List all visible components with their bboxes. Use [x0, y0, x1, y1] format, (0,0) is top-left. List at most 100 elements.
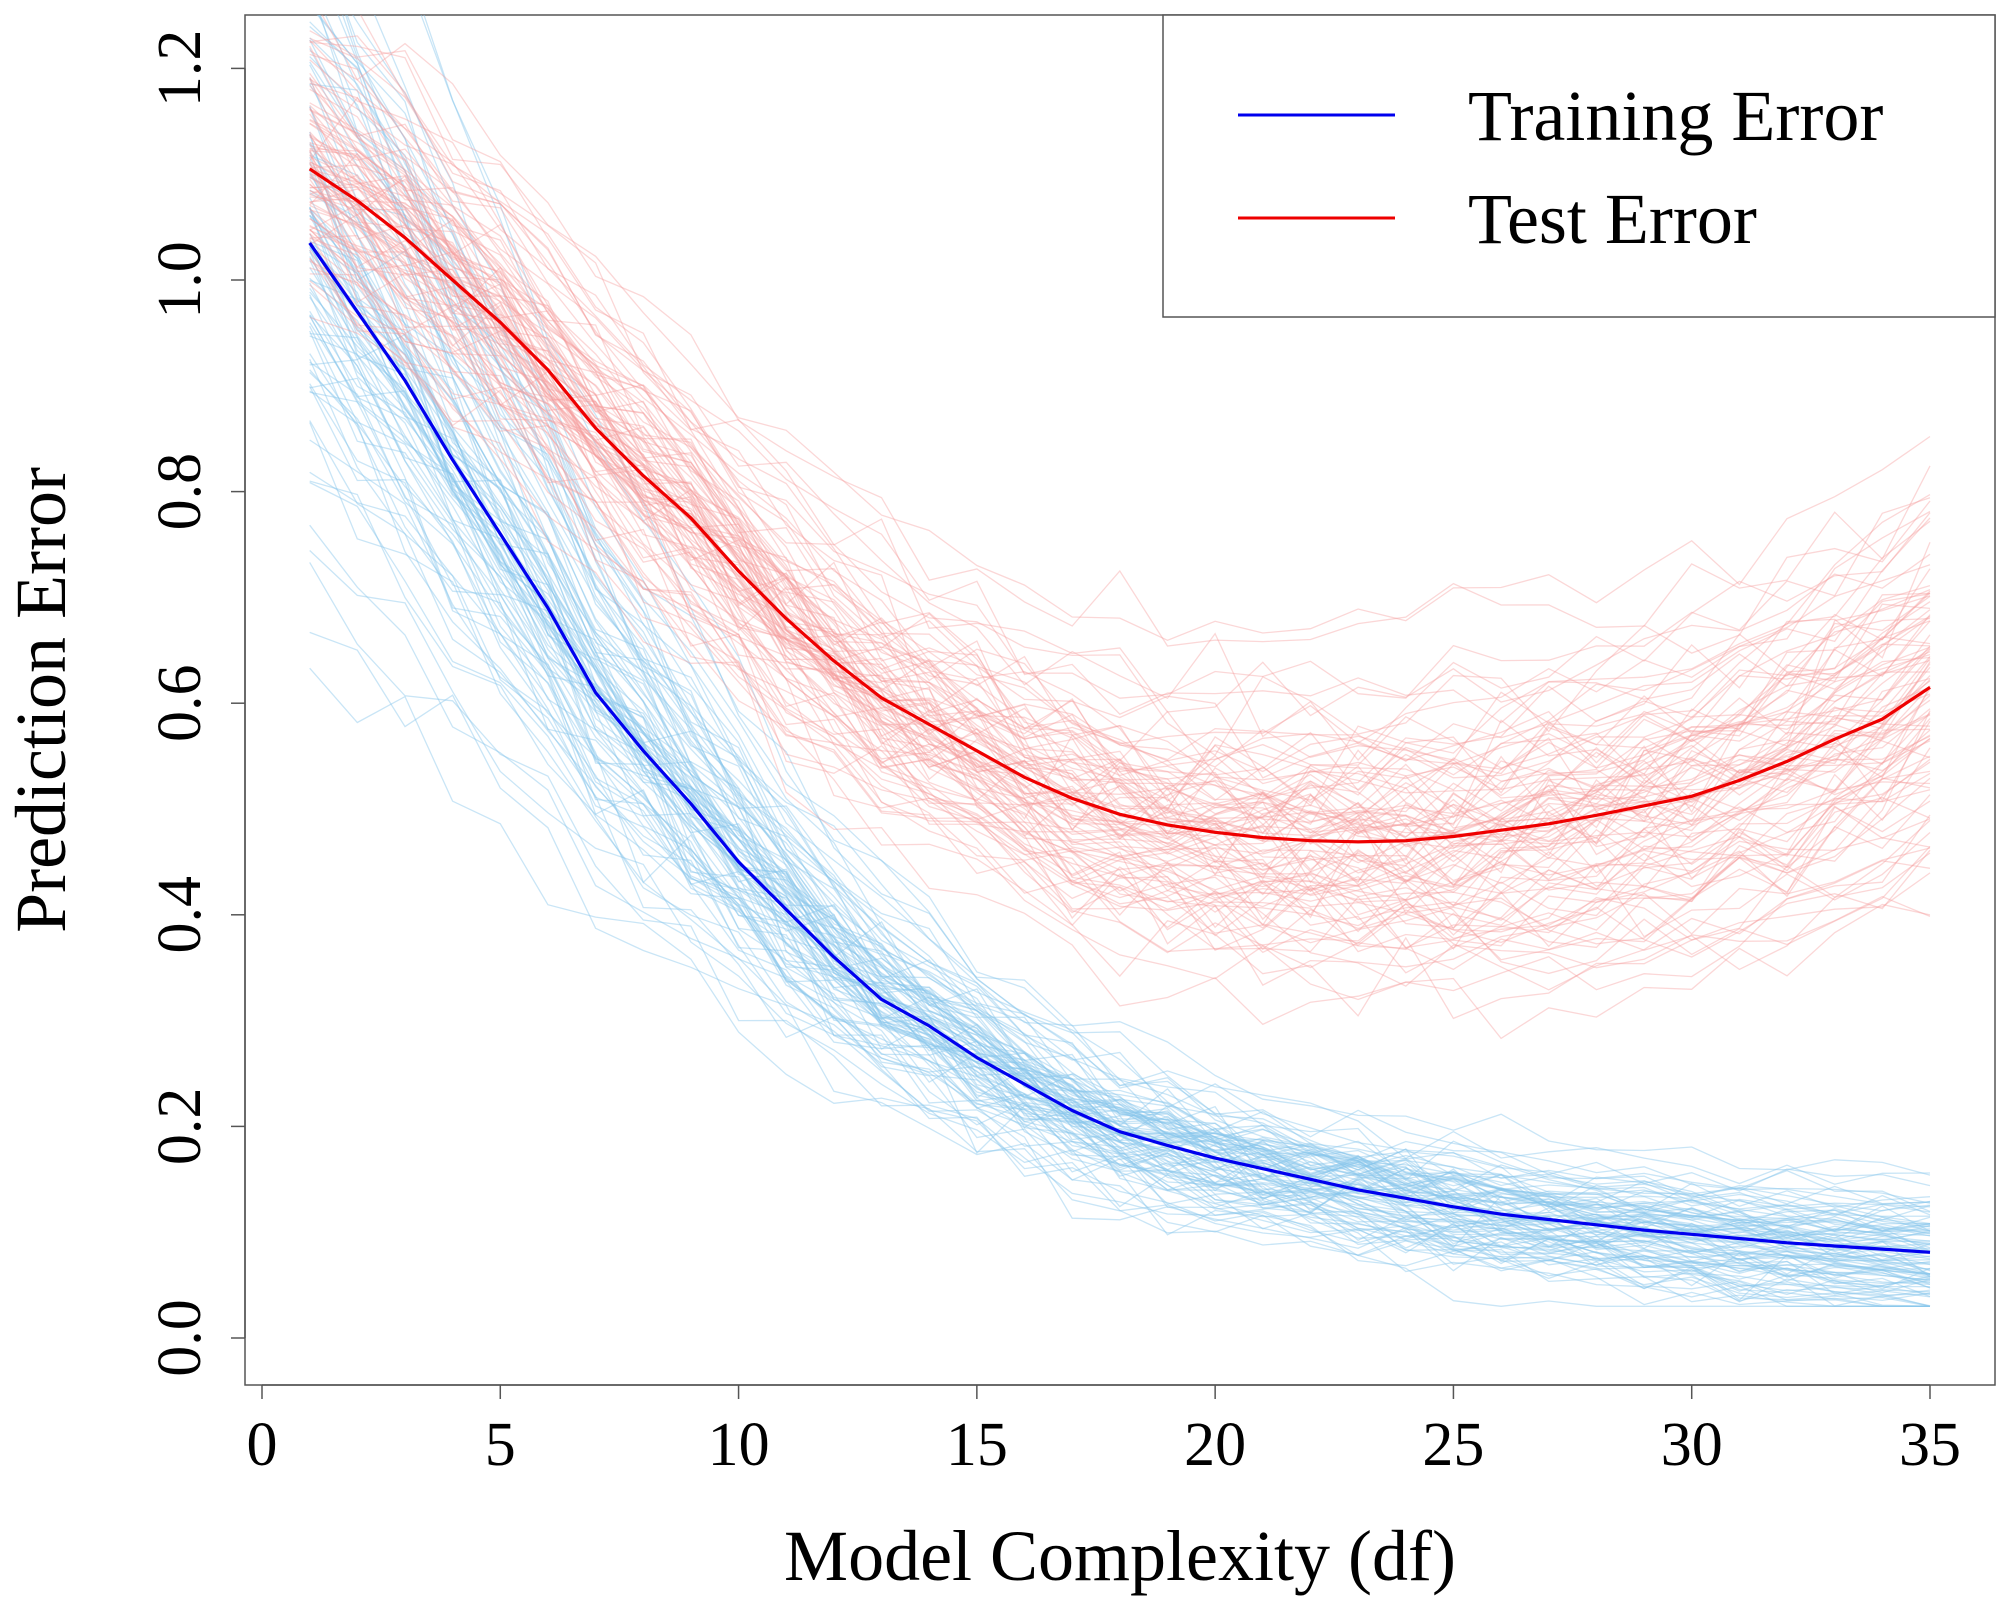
test-sample-curve [309, 133, 1931, 835]
test-sample-curve [309, 41, 1931, 642]
legend-label-training: Training Error [1468, 76, 1883, 156]
x-tick-label: 20 [1184, 1411, 1246, 1479]
training-sample-curve [309, 192, 1931, 1246]
test-sample-curve [309, 53, 1931, 799]
test-sample-curve [309, 249, 1931, 953]
test-sample-curve [309, 239, 1931, 927]
test-sample-curve [309, 141, 1931, 801]
training-sample-curve [309, 207, 1931, 1215]
training-sample-curve [309, 322, 1931, 1302]
y-tick-label: 0.0 [146, 1299, 214, 1377]
test-sample-curve [309, 102, 1931, 975]
test-sample-curve [309, 143, 1931, 936]
test-sample-curve [309, 189, 1931, 845]
training-sample-curve [309, 481, 1930, 1307]
test-sample-curve [309, 135, 1931, 790]
test-sample-curve [309, 35, 1931, 856]
training-sample-curve [309, 353, 1931, 1266]
test-sample-curve [309, 45, 1931, 699]
test-sample-curve [309, 209, 1931, 868]
training-sample-curve [309, 294, 1931, 1217]
training-sample-curve [309, 315, 1931, 1276]
test-sample-curve [309, 59, 1931, 935]
training-sample-curve [309, 21, 1931, 1260]
legend-label-test: Test Error [1468, 179, 1757, 259]
training-sample-curve [309, 383, 1931, 1302]
y-axis-title: Prediction Error [1, 467, 81, 933]
training-sample-curve [324, 15, 1931, 1185]
test-sample-curve [309, 210, 1931, 888]
training-sample-curve [309, 162, 1931, 1281]
test-sample-curve [309, 30, 1931, 717]
training-sample-curve [309, 64, 1931, 1298]
training-sample-curve [309, 550, 1931, 1307]
y-axis: 0.0 0.2 0.4 0.6 0.8 1.0 1.2 [146, 30, 246, 1377]
training-sample-curve [309, 206, 1931, 1237]
test-sample-curve [309, 148, 1931, 845]
training-sample-curve [309, 211, 1931, 1275]
training-sample-curve [309, 291, 1931, 1235]
test-sample-curve [309, 113, 1931, 779]
test-sample-curve [309, 218, 1931, 846]
training-sample-curve [309, 249, 1931, 1287]
x-tick-label: 10 [708, 1411, 770, 1479]
x-tick-label: 0 [247, 1411, 278, 1479]
training-sample-curve [309, 361, 1931, 1229]
training-sample-curve [346, 15, 1931, 1279]
test-sample-curve [309, 152, 1931, 850]
test-sample-curve [309, 164, 1931, 902]
training-sample-curve [309, 335, 1931, 1213]
test-sample-curve [309, 136, 1931, 757]
test-sample-curve [309, 229, 1931, 825]
test-sample-curve [309, 244, 1931, 954]
y-tick-label: 1.2 [146, 30, 214, 108]
test-sample-curve [309, 196, 1931, 880]
test-sample-curve [309, 188, 1931, 888]
training-sample-curve [309, 26, 1931, 1213]
test-sample-curve [309, 257, 1931, 931]
training-sample-curve [309, 359, 1931, 1298]
test-sample-curve [309, 161, 1931, 842]
training-sample-curve [309, 631, 1930, 1288]
training-sample-curve [309, 61, 1931, 1275]
test-sample-curve [309, 108, 1931, 915]
x-tick-label: 15 [946, 1411, 1008, 1479]
training-sample-curve [309, 282, 1931, 1253]
training-sample-curve [309, 214, 1931, 1253]
test-sample-curve [309, 201, 1931, 882]
test-sample-curve [309, 134, 1931, 854]
training-sample-curve [309, 131, 1931, 1234]
training-sample-curve [309, 37, 1931, 1212]
training-sample-curve [309, 422, 1931, 1242]
training-sample-curve [309, 369, 1931, 1277]
test-sample-curve [309, 119, 1931, 797]
training-sample-curve [309, 83, 1931, 1204]
test-sample-curve [359, 15, 1931, 845]
training-sample-curve [309, 176, 1931, 1295]
test-sample-curve [309, 237, 1931, 1040]
test-sample-curve [309, 193, 1931, 950]
training-sample-curve [309, 39, 1931, 1307]
training-sample-curve [309, 83, 1931, 1252]
test-sample-curve [309, 154, 1931, 894]
test-sample-curve [309, 50, 1931, 798]
training-sample-curve [309, 142, 1931, 1232]
x-tick-label: 35 [1899, 1411, 1961, 1479]
background-sample-curves [309, 15, 1931, 1307]
test-sample-curve [309, 183, 1931, 884]
test-sample-curve [309, 233, 1931, 811]
test-sample-curve [309, 228, 1931, 840]
test-sample-curve [309, 123, 1931, 871]
training-sample-curve [309, 524, 1931, 1284]
test-sample-curve [309, 108, 1931, 945]
test-sample-curve [309, 167, 1931, 877]
training-sample-curve [309, 207, 1931, 1237]
x-tick-label: 5 [485, 1411, 516, 1479]
test-sample-curve [309, 118, 1931, 762]
x-tick-label: 30 [1661, 1411, 1723, 1479]
training-sample-curve [309, 420, 1930, 1307]
test-sample-curve [309, 122, 1931, 867]
training-sample-curve [341, 15, 1931, 1217]
test-sample-curve [309, 183, 1931, 986]
test-sample-curve [309, 168, 1931, 858]
